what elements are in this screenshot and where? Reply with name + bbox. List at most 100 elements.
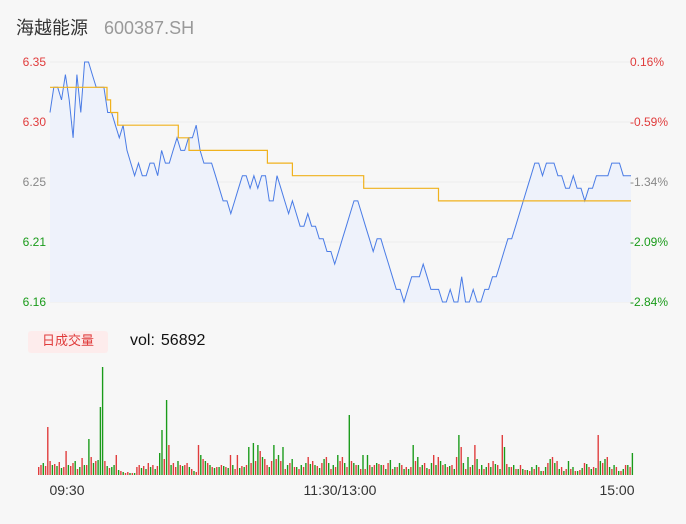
volume-bar xyxy=(40,465,42,475)
volume-bar xyxy=(241,466,243,475)
volume-bar xyxy=(620,471,622,475)
volume-bar xyxy=(483,469,485,475)
volume-bar xyxy=(494,464,497,475)
price-tick-label: 6.16 xyxy=(23,295,47,309)
percent-tick-label: -1.34% xyxy=(630,175,668,189)
volume-bar xyxy=(529,471,531,475)
volume-bar xyxy=(127,472,129,475)
volume-bar xyxy=(428,469,430,475)
volume-bar xyxy=(54,464,56,475)
volume-bar xyxy=(188,467,191,475)
volume-bar xyxy=(490,467,492,475)
volume-bar xyxy=(499,469,501,475)
volume-bar xyxy=(154,469,156,475)
volume-bar xyxy=(261,457,264,475)
volume-bar xyxy=(355,465,357,475)
volume-bar xyxy=(373,465,376,475)
volume-bar xyxy=(133,473,136,475)
average-price-line xyxy=(50,86,631,202)
volume-bar xyxy=(435,465,437,475)
volume-bar xyxy=(437,457,439,475)
volume-bar xyxy=(524,470,526,475)
volume-bar xyxy=(193,471,195,475)
volume-bar xyxy=(592,467,595,475)
volume-bar xyxy=(533,469,535,475)
volume-badge[interactable]: 日成交量 xyxy=(28,331,108,353)
volume-bar xyxy=(442,465,444,475)
volume-bar xyxy=(106,466,108,475)
volume-bar xyxy=(200,455,202,475)
volume-bar xyxy=(597,435,599,475)
volume-bar xyxy=(478,469,481,475)
volume-bar xyxy=(259,451,261,475)
volume-bar xyxy=(184,465,186,475)
volume-bar xyxy=(565,469,567,475)
volume-bar xyxy=(608,467,611,475)
volume-bar xyxy=(344,463,346,475)
volume-bar xyxy=(560,467,563,475)
volume-bar xyxy=(611,469,613,475)
volume-bar xyxy=(330,469,332,475)
volume-bar xyxy=(312,461,314,475)
volume-bar xyxy=(387,463,389,475)
volume-bar xyxy=(421,465,423,475)
volume-bar xyxy=(419,467,421,475)
volume-bar xyxy=(229,455,232,475)
volume-bar xyxy=(97,460,99,475)
volume-bar xyxy=(227,468,229,475)
volume-bar xyxy=(449,466,451,475)
percent-tick-label: -0.59% xyxy=(630,115,668,129)
volume-bar xyxy=(302,467,305,475)
volume-bar xyxy=(369,465,371,475)
volume-bar xyxy=(218,467,220,475)
volume-bar xyxy=(51,465,54,475)
volume-bar xyxy=(389,460,392,475)
volume-bar xyxy=(248,447,250,475)
volume-bar xyxy=(286,465,289,475)
volume-bar xyxy=(136,467,138,475)
volume-bar xyxy=(131,473,133,475)
stock-header: 海越能源 600387.SH xyxy=(16,14,194,39)
volume-bar xyxy=(165,400,168,475)
volume-bar xyxy=(86,465,88,475)
time-tick-label: 15:00 xyxy=(599,482,634,498)
volume-bar xyxy=(517,469,519,475)
volume-bar xyxy=(417,457,419,475)
volume-bar xyxy=(60,468,63,475)
volume-bar xyxy=(460,447,462,475)
volume-bar xyxy=(510,467,513,475)
volume-bar xyxy=(88,439,90,475)
volume-bar xyxy=(519,465,522,475)
price-lines xyxy=(49,61,631,304)
volume-bar xyxy=(197,445,200,475)
volume-bar xyxy=(99,407,102,475)
volume-bar xyxy=(506,464,508,475)
volume-bar xyxy=(149,467,152,475)
volume-bar xyxy=(570,469,572,475)
volume-bar xyxy=(353,463,355,475)
volume-bar xyxy=(211,467,213,475)
volume-bar xyxy=(380,465,382,475)
volume-bar xyxy=(405,467,407,475)
volume-bar xyxy=(526,470,529,475)
volume-bar xyxy=(124,473,127,475)
volume-bar xyxy=(453,469,455,475)
volume-bar xyxy=(245,465,248,475)
volume-bar xyxy=(535,465,538,475)
volume-bar xyxy=(266,465,268,475)
volume-bar xyxy=(396,467,398,475)
volume-bar xyxy=(403,469,405,475)
volume-label: vol: xyxy=(130,332,155,349)
price-tick-label: 6.35 xyxy=(23,55,47,69)
volume-bar xyxy=(412,445,414,475)
volume-bar xyxy=(181,466,184,475)
volume-bar xyxy=(586,464,588,475)
volume-bar xyxy=(588,467,590,475)
volume-bar xyxy=(341,457,344,475)
volume-bar xyxy=(618,471,620,475)
volume-bar xyxy=(243,467,245,475)
volume-bar xyxy=(385,469,387,475)
volume-bar xyxy=(531,467,533,475)
volume-bar xyxy=(602,463,604,475)
